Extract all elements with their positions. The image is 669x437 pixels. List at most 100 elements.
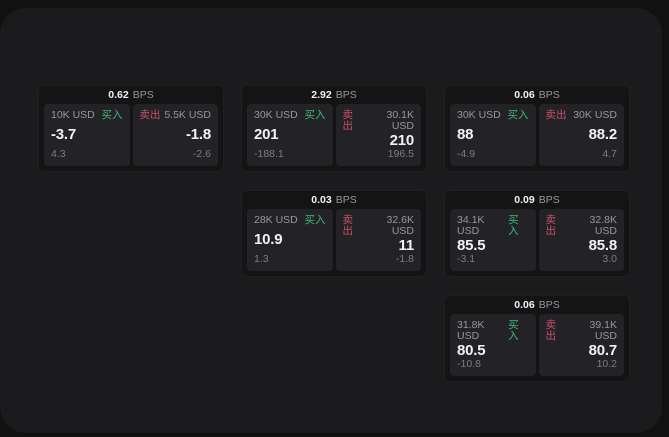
bps-header: 2.92 BPS bbox=[247, 86, 421, 104]
buy-side-label: 买入 bbox=[507, 109, 529, 121]
sell-price: -1.8 bbox=[185, 126, 211, 144]
sell-delta: -1.8 bbox=[395, 253, 414, 266]
buy-price: 80.5 bbox=[457, 341, 486, 359]
sell-price: 80.7 bbox=[588, 341, 618, 359]
quote-card: 0.09 BPS 34.1K USD 买入 85.5 -3.1 卖出 32.8K… bbox=[444, 190, 630, 277]
bps-value: 2.92 bbox=[311, 88, 332, 101]
buy-amount: 10K USD bbox=[51, 109, 95, 121]
buy-delta: -4.9 bbox=[457, 148, 476, 161]
bps-value: 0.62 bbox=[108, 88, 129, 101]
buy-delta: 4.3 bbox=[51, 148, 66, 161]
bps-unit-label: BPS bbox=[132, 88, 154, 101]
bps-unit-label: BPS bbox=[538, 88, 560, 101]
buy-side-label: 买入 bbox=[304, 108, 326, 121]
bps-value: 0.06 bbox=[514, 88, 535, 101]
buy-side-label: 买入 bbox=[101, 109, 123, 121]
sell-quote-panel[interactable]: 卖出 5.5K USD -1.8 -2.6 bbox=[132, 104, 218, 166]
quote-card-body: 28K USD 买入 10.9 1.3 卖出 32.6K USD 11 -1.8 bbox=[247, 208, 421, 271]
bps-header: 0.06 BPS bbox=[450, 296, 624, 314]
quote-card-body: 10K USD 买入 -3.7 4.3 卖出 5.5K USD -1.8 -2.… bbox=[44, 104, 218, 166]
sell-side-label: 卖出 bbox=[545, 318, 557, 343]
sell-panel-header: 卖出 30K USD bbox=[545, 109, 618, 122]
bps-unit-label: BPS bbox=[538, 193, 560, 206]
buy-quote-panel[interactable]: 28K USD 买入 10.9 1.3 bbox=[247, 208, 333, 271]
bps-value: 0.09 bbox=[514, 193, 535, 206]
sell-panel-header: 卖出 32.8K USD bbox=[545, 213, 618, 238]
quote-card-body: 31.8K USD 买入 80.5 -10.8 卖出 39.1K USD 80.… bbox=[450, 313, 624, 376]
buy-panel-header: 10K USD 买入 bbox=[51, 109, 123, 122]
sell-delta: -2.6 bbox=[192, 148, 211, 161]
buy-delta: -10.8 bbox=[457, 358, 481, 371]
sell-amount: 32.8K USD bbox=[589, 213, 617, 238]
bps-header: 0.62 BPS bbox=[44, 86, 218, 104]
sell-side-label: 卖出 bbox=[545, 109, 567, 121]
buy-price: 201 bbox=[254, 126, 279, 144]
trading-panel: 0.62 BPS 10K USD 买入 -3.7 4.3 卖出 5.5K USD… bbox=[0, 8, 662, 433]
bps-unit-label: BPS bbox=[538, 298, 560, 311]
sell-panel-header: 卖出 32.6K USD bbox=[343, 213, 415, 238]
sell-panel-header: 卖出 5.5K USD bbox=[139, 109, 212, 122]
buy-price: -3.7 bbox=[51, 126, 77, 144]
sell-quote-panel[interactable]: 卖出 30K USD 88.2 4.7 bbox=[538, 104, 624, 166]
bps-header: 0.09 BPS bbox=[450, 191, 624, 209]
quote-card: 0.03 BPS 28K USD 买入 10.9 1.3 卖出 32.6K US… bbox=[241, 190, 427, 277]
buy-panel-header: 30K USD 买入 bbox=[457, 109, 529, 122]
buy-price: 10.9 bbox=[254, 231, 283, 249]
sell-panel-header: 卖出 30.1K USD bbox=[342, 108, 415, 133]
buy-delta: 1.3 bbox=[254, 253, 269, 266]
sell-quote-panel[interactable]: 卖出 32.8K USD 85.8 3.0 bbox=[538, 208, 624, 271]
buy-panel-header: 31.8K USD 买入 bbox=[457, 318, 529, 343]
buy-panel-header: 34.1K USD 买入 bbox=[457, 213, 529, 238]
quote-card: 2.92 BPS 30K USD 买入 201 -188.1 卖出 30.1K … bbox=[241, 85, 427, 172]
sell-quote-panel[interactable]: 卖出 32.6K USD 11 -1.8 bbox=[335, 208, 421, 271]
buy-quote-panel[interactable]: 31.8K USD 买入 80.5 -10.8 bbox=[450, 313, 536, 376]
sell-amount: 30K USD bbox=[573, 109, 617, 121]
buy-panel-header: 30K USD 买入 bbox=[254, 108, 326, 122]
sell-amount: 5.5K USD bbox=[164, 109, 211, 121]
buy-side-label: 买入 bbox=[304, 213, 326, 226]
sell-quote-panel[interactable]: 卖出 30.1K USD 210 196.5 bbox=[335, 103, 421, 166]
sell-amount: 30.1K USD bbox=[386, 108, 414, 133]
sell-panel-header: 卖出 39.1K USD bbox=[545, 318, 618, 343]
quote-card-grid: 0.62 BPS 10K USD 买入 -3.7 4.3 卖出 5.5K USD… bbox=[38, 85, 630, 382]
sell-delta: 10.2 bbox=[596, 358, 617, 371]
sell-side-label: 卖出 bbox=[545, 213, 557, 238]
sell-quote-panel[interactable]: 卖出 39.1K USD 80.7 10.2 bbox=[538, 313, 624, 376]
sell-price: 11 bbox=[398, 236, 415, 254]
sell-price: 88.2 bbox=[588, 126, 618, 144]
quote-card-body: 30K USD 买入 201 -188.1 卖出 30.1K USD 210 1… bbox=[247, 103, 421, 166]
buy-amount: 30K USD bbox=[254, 108, 298, 121]
sell-side-label: 卖出 bbox=[139, 109, 161, 121]
sell-delta: 196.5 bbox=[387, 148, 414, 161]
buy-side-label: 买入 bbox=[508, 213, 519, 238]
bps-unit-label: BPS bbox=[335, 193, 357, 206]
buy-delta: -188.1 bbox=[254, 148, 284, 161]
quote-card: 0.06 BPS 30K USD 买入 88 -4.9 卖出 30K USD 8… bbox=[444, 85, 630, 172]
bps-header: 0.06 BPS bbox=[450, 86, 624, 104]
buy-amount: 30K USD bbox=[457, 109, 501, 121]
buy-quote-panel[interactable]: 30K USD 买入 88 -4.9 bbox=[450, 104, 536, 166]
sell-amount: 32.6K USD bbox=[386, 213, 414, 238]
bps-unit-label: BPS bbox=[335, 88, 357, 101]
buy-amount: 31.8K USD bbox=[457, 318, 485, 343]
quote-card-body: 34.1K USD 买入 85.5 -3.1 卖出 32.8K USD 85.8… bbox=[450, 208, 624, 271]
sell-side-label: 卖出 bbox=[342, 108, 354, 133]
buy-side-label: 买入 bbox=[508, 318, 519, 343]
buy-quote-panel[interactable]: 10K USD 买入 -3.7 4.3 bbox=[44, 104, 130, 166]
sell-delta: 3.0 bbox=[602, 253, 617, 266]
sell-amount: 39.1K USD bbox=[589, 318, 617, 343]
buy-quote-panel[interactable]: 34.1K USD 买入 85.5 -3.1 bbox=[450, 208, 536, 271]
buy-amount: 28K USD bbox=[254, 213, 298, 226]
buy-amount: 34.1K USD bbox=[457, 213, 485, 238]
quote-card-body: 30K USD 买入 88 -4.9 卖出 30K USD 88.2 4.7 bbox=[450, 104, 624, 166]
bps-header: 0.03 BPS bbox=[247, 191, 421, 209]
sell-price: 85.8 bbox=[588, 236, 618, 254]
sell-price: 210 bbox=[389, 131, 415, 149]
bps-value: 0.03 bbox=[311, 193, 332, 206]
buy-price: 88 bbox=[457, 126, 474, 144]
buy-quote-panel[interactable]: 30K USD 买入 201 -188.1 bbox=[247, 103, 333, 166]
buy-price: 85.5 bbox=[457, 236, 486, 254]
buy-panel-header: 28K USD 买入 bbox=[254, 213, 326, 227]
bps-value: 0.06 bbox=[514, 298, 535, 311]
